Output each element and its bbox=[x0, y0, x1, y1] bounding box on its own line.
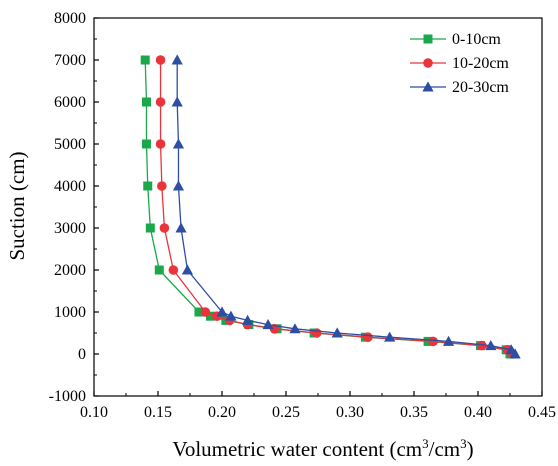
y-tick-label: -1000 bbox=[49, 388, 86, 405]
data-point bbox=[141, 97, 151, 107]
data-point bbox=[143, 181, 153, 191]
data-point bbox=[155, 97, 166, 107]
data-point bbox=[140, 55, 150, 65]
y-tick-label: 1000 bbox=[54, 304, 86, 321]
data-point bbox=[428, 336, 439, 347]
legend-marker bbox=[423, 34, 433, 44]
y-tick-label: 7000 bbox=[54, 52, 86, 69]
data-point bbox=[363, 332, 373, 343]
data-point bbox=[477, 340, 487, 351]
data-point bbox=[145, 223, 155, 233]
x-tick-label: 0.10 bbox=[80, 404, 108, 421]
data-point bbox=[262, 319, 274, 330]
data-point bbox=[485, 340, 497, 351]
series-0-10cm bbox=[140, 55, 515, 359]
data-point bbox=[311, 328, 322, 338]
data-point bbox=[141, 139, 151, 149]
y-tick-label: 0 bbox=[78, 346, 86, 363]
data-point bbox=[205, 311, 215, 321]
data-point bbox=[157, 181, 167, 191]
data-point bbox=[175, 222, 187, 233]
data-point bbox=[200, 307, 211, 317]
data-point bbox=[216, 306, 228, 317]
data-point bbox=[159, 223, 170, 233]
x-tick-label: 0.40 bbox=[464, 404, 492, 421]
data-point bbox=[155, 55, 166, 65]
data-point bbox=[172, 138, 185, 149]
data-point bbox=[331, 327, 343, 338]
x-tick-label: 0.25 bbox=[272, 404, 300, 421]
x-tick-label: 0.45 bbox=[528, 404, 556, 421]
y-tick-label: 5000 bbox=[54, 136, 86, 153]
x-axis-title: Volumetric water content (cm3/cm3) bbox=[172, 436, 473, 461]
x-tick-label: 0.35 bbox=[400, 404, 428, 421]
data-point bbox=[442, 335, 455, 346]
legend-marker bbox=[423, 58, 433, 68]
legend-marker bbox=[422, 81, 434, 92]
data-point bbox=[168, 265, 179, 275]
series-10-20cm bbox=[155, 55, 518, 359]
x-tick-label: 0.15 bbox=[144, 404, 172, 421]
y-axis-title: Suction (cm) bbox=[5, 151, 29, 260]
legend-label: 10-20cm bbox=[452, 55, 509, 72]
data-point bbox=[154, 265, 164, 275]
x-tick-label: 0.20 bbox=[208, 404, 236, 421]
legend-label: 20-30cm bbox=[452, 79, 509, 96]
series-line bbox=[176, 60, 516, 355]
data-point bbox=[155, 139, 166, 149]
y-tick-label: 6000 bbox=[54, 94, 86, 111]
y-tick-label: 3000 bbox=[54, 220, 86, 237]
y-tick-label: 2000 bbox=[54, 262, 86, 279]
x-tick-label: 0.30 bbox=[336, 404, 364, 421]
data-point bbox=[171, 96, 183, 107]
y-tick-label: 8000 bbox=[54, 10, 86, 27]
y-tick-label: 4000 bbox=[54, 178, 86, 195]
data-point bbox=[509, 348, 521, 359]
axis-tick-labels: 0.10 0.15 0.20 0.25 0.30 0.35 0.40 0.45 -1000 0 10… bbox=[49, 10, 556, 421]
data-point bbox=[171, 54, 183, 65]
axis-ticks bbox=[93, 17, 543, 397]
data-point bbox=[194, 307, 204, 317]
data-point bbox=[181, 264, 194, 275]
legend: 0-10cm 10-20cm 20-30cm bbox=[410, 31, 509, 96]
series-line bbox=[159, 60, 513, 355]
series-layer bbox=[140, 54, 521, 359]
legend-label: 0-10cm bbox=[452, 31, 501, 48]
series-20-30cm bbox=[171, 54, 521, 359]
data-point bbox=[242, 314, 254, 325]
data-point bbox=[289, 323, 301, 334]
data-point bbox=[225, 310, 237, 321]
data-point bbox=[172, 180, 185, 191]
data-point bbox=[384, 331, 396, 342]
